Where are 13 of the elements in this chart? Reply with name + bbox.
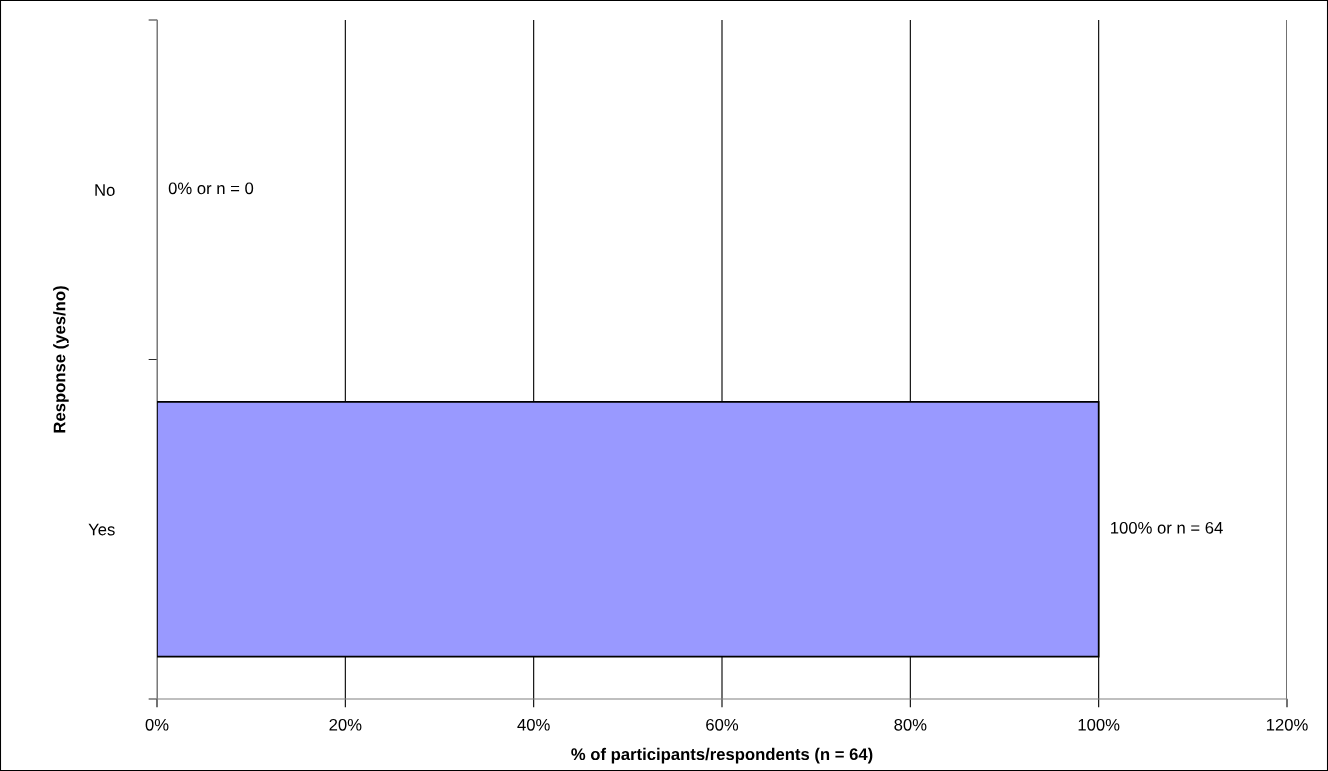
x-tick-label: 100%	[1078, 718, 1120, 731]
x-tick-label: 60%	[706, 718, 739, 731]
y-tick-label: Yes	[88, 523, 115, 536]
x-tick-label: 120%	[1266, 718, 1308, 731]
x-tick-label: 40%	[517, 718, 550, 731]
y-tick-label: No	[95, 184, 115, 196]
x-tick-label: 80%	[894, 718, 927, 731]
x-tick-label: 0%	[145, 718, 169, 731]
x-axis-title: % of participants/respondents (n = 64)	[571, 747, 873, 764]
x-tick-label: 20%	[329, 718, 362, 731]
y-axis-title: Response (yes/no)	[53, 286, 69, 433]
data-label: 100% or n = 64	[1111, 521, 1223, 534]
data-label: 0% or n = 0	[168, 182, 254, 195]
